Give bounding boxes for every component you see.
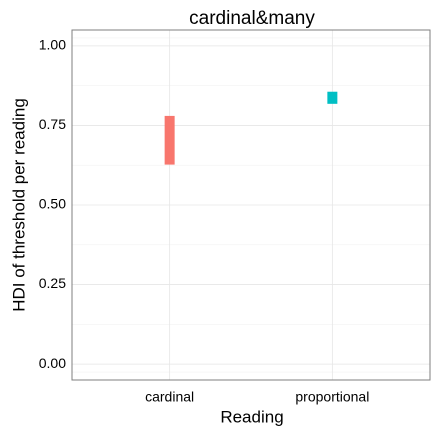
plot-border [71, 29, 431, 381]
y-tick-label: 1.00 [39, 37, 66, 53]
range-bar [164, 115, 175, 165]
y-axis-label: HDI of threshold per reading [9, 98, 28, 312]
y-tick-label: 0.50 [39, 196, 66, 212]
chart-title: cardinal&many [189, 8, 315, 29]
y-tick-label: 0.25 [39, 275, 66, 291]
x-tick-label: cardinal [145, 389, 194, 405]
y-tick-label: 0.00 [39, 355, 66, 371]
y-tick-label: 0.75 [39, 116, 66, 132]
x-tick-label: proportional [295, 389, 369, 405]
range-bar [327, 91, 338, 104]
x-axis-label: Reading [220, 407, 283, 426]
